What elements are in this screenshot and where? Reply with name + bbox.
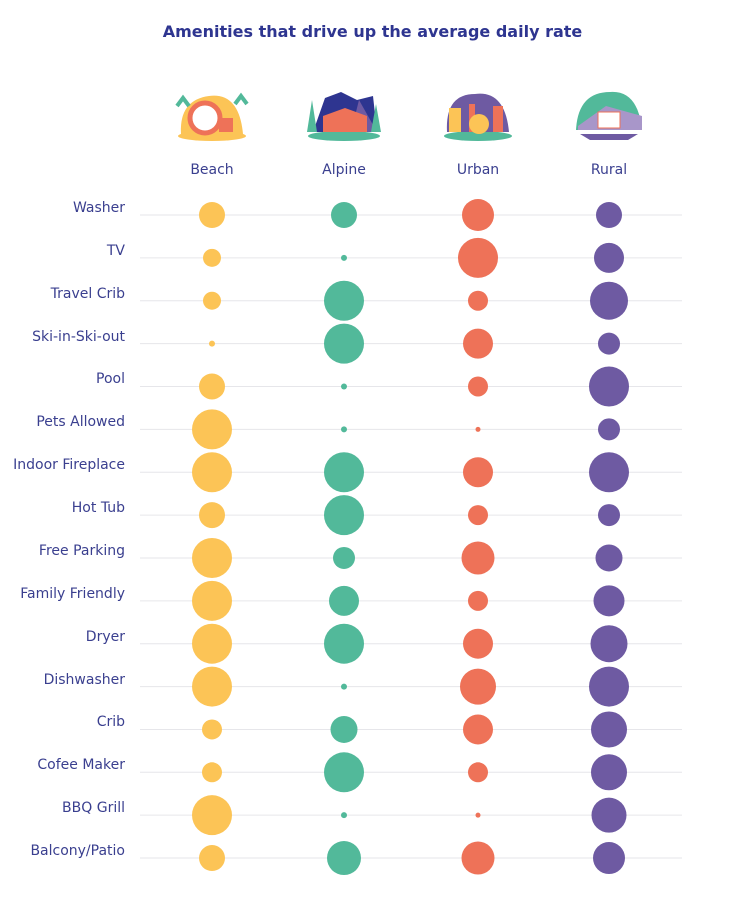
- bubble-beach: [192, 452, 232, 493]
- row-label: Free Parking: [38, 542, 125, 559]
- beach-illustration-icon: [175, 92, 249, 141]
- bubble-beach: [192, 409, 232, 450]
- bubble-alpine: [341, 383, 347, 390]
- bubble-beach: [202, 719, 222, 740]
- bubble-urban: [463, 628, 493, 659]
- row-label: Pool: [96, 371, 125, 388]
- row-label: Crib: [96, 714, 125, 731]
- bubble-urban: [463, 457, 493, 488]
- bubble-alpine: [329, 585, 359, 616]
- bubble-rural: [593, 842, 625, 875]
- bubble-alpine: [324, 323, 364, 364]
- bubble-alpine: [341, 254, 347, 261]
- bubble-beach: [203, 291, 221, 310]
- bubble-alpine: [330, 715, 358, 743]
- bubble-beach: [192, 537, 232, 578]
- bubble-rural: [589, 452, 629, 493]
- chart-title: Amenities that drive up the average dail…: [162, 22, 583, 41]
- bubble-alpine: [327, 841, 361, 876]
- bubble-beach: [192, 795, 232, 836]
- bubble-rural: [590, 281, 628, 320]
- bubble-urban: [468, 376, 488, 397]
- bubble-rural: [594, 242, 624, 273]
- row-label: Washer: [72, 200, 125, 216]
- bubble-rural: [598, 332, 620, 355]
- bubble-rural: [595, 544, 623, 572]
- row-label: Indoor Fireplace: [13, 457, 125, 474]
- bubble-alpine: [324, 623, 364, 664]
- bubble-urban: [462, 199, 494, 231]
- bubble-beach: [192, 580, 232, 621]
- bubble-urban: [461, 841, 495, 875]
- alpine-illustration-icon: [307, 92, 381, 141]
- row-label: Family Friendly: [20, 585, 125, 602]
- bubble-alpine: [341, 683, 347, 690]
- column-header-rural: Rural: [590, 162, 628, 178]
- bubble-rural: [591, 797, 627, 833]
- bubble-alpine: [324, 752, 364, 793]
- bubble-beach: [199, 502, 225, 529]
- bubble-rural: [590, 625, 628, 663]
- bubble-beach: [202, 762, 222, 783]
- bubble-rural: [589, 666, 629, 707]
- bubble-beach: [199, 202, 225, 228]
- bubble-alpine: [331, 202, 357, 228]
- bubble-beach: [192, 623, 232, 664]
- bubble-alpine: [333, 546, 355, 569]
- row-label: Dishwasher: [43, 671, 125, 688]
- bubble-urban: [475, 812, 481, 818]
- bubble-beach: [199, 845, 225, 872]
- bubble-rural: [589, 366, 629, 407]
- row-label: Hot Tub: [71, 500, 125, 517]
- bubble-urban: [468, 590, 488, 611]
- column-header-urban: Urban: [456, 162, 500, 178]
- bubble-beach: [209, 340, 215, 347]
- row-label: TV: [106, 242, 125, 259]
- bubble-alpine: [341, 812, 347, 819]
- row-label: Balcony/Patio: [30, 843, 125, 860]
- row-label: Dryer: [85, 628, 125, 645]
- bubble-urban: [463, 328, 493, 359]
- bubble-beach: [192, 666, 232, 707]
- bubble-beach: [199, 373, 225, 400]
- bubble-rural: [593, 585, 625, 617]
- row-label: BBQ Grill: [62, 800, 125, 817]
- bubble-urban: [468, 505, 488, 526]
- bubble-urban: [458, 237, 498, 278]
- column-header-beach: Beach: [190, 162, 234, 178]
- bubble-urban: [460, 668, 496, 705]
- bubble-rural: [596, 202, 622, 228]
- bubble-urban: [463, 714, 493, 745]
- row-label: Ski-in-Ski-out: [32, 328, 125, 345]
- row-label: Cofee Maker: [37, 757, 125, 774]
- bubble-alpine: [324, 452, 364, 493]
- row-label: Pets Allowed: [36, 414, 125, 431]
- bubble-alpine: [324, 280, 364, 321]
- row-label: Travel Crib: [50, 285, 125, 302]
- bubble-alpine: [324, 495, 364, 536]
- bubble-urban: [468, 290, 488, 311]
- bubble-rural: [591, 754, 627, 791]
- bubble-rural: [598, 504, 620, 527]
- bubble-urban: [468, 762, 488, 783]
- bubble-rural: [598, 418, 620, 441]
- bubble-urban: [475, 426, 481, 432]
- bubble-alpine: [341, 426, 347, 433]
- rural-illustration-icon: [576, 91, 642, 140]
- bubble-rural: [591, 711, 627, 748]
- column-header-alpine: Alpine: [322, 162, 366, 178]
- bubble-urban: [461, 541, 495, 575]
- urban-illustration-icon: [444, 93, 512, 141]
- bubble-beach: [203, 248, 221, 267]
